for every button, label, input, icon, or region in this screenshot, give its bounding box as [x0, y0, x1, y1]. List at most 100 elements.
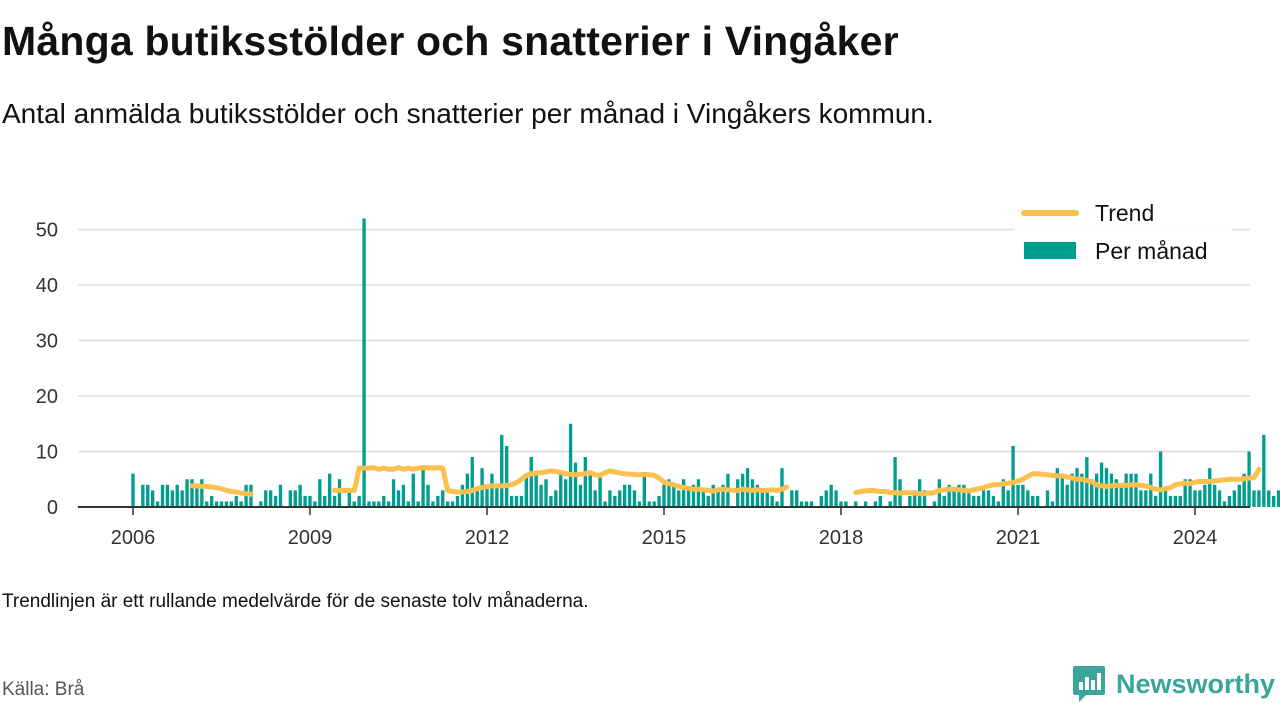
bar	[273, 495, 278, 507]
bar	[1045, 490, 1050, 507]
newsworthy-logo-text: Newsworthy	[1116, 668, 1276, 699]
bar	[1001, 479, 1005, 507]
bar	[913, 490, 917, 507]
bar	[608, 490, 612, 507]
bar	[844, 501, 848, 507]
bar	[716, 490, 720, 507]
bar	[318, 479, 322, 507]
bar	[1271, 495, 1276, 507]
bar	[888, 501, 892, 507]
bar	[662, 484, 666, 507]
bar	[647, 501, 651, 507]
bar	[386, 501, 391, 507]
bar	[391, 479, 396, 507]
bar	[259, 501, 263, 507]
bar	[450, 501, 455, 507]
bar	[681, 479, 686, 507]
bar	[1262, 434, 1266, 507]
bar	[165, 484, 170, 507]
bar	[529, 457, 533, 507]
bar	[627, 484, 632, 507]
bar	[352, 501, 356, 507]
bar	[922, 490, 927, 507]
bar	[544, 479, 548, 507]
bar	[1134, 473, 1138, 507]
bar	[947, 484, 951, 507]
bar	[327, 473, 332, 507]
chart-subtitle: Antal anmälda butiksstölder och snatteri…	[2, 98, 934, 129]
bar	[696, 479, 701, 507]
bar	[563, 479, 568, 507]
bar	[214, 501, 219, 507]
bar	[406, 501, 411, 507]
bar	[760, 490, 765, 507]
bar	[1065, 484, 1069, 507]
bar	[1031, 495, 1035, 507]
bar	[504, 445, 509, 507]
bar	[1242, 473, 1246, 507]
bar	[996, 501, 1001, 507]
bar	[150, 490, 155, 507]
bar	[1212, 484, 1217, 507]
bar	[1129, 473, 1133, 507]
bar	[559, 473, 563, 507]
bar	[981, 490, 986, 507]
bar	[967, 490, 971, 507]
bar	[1158, 451, 1163, 507]
bar	[1163, 490, 1168, 507]
bar	[1232, 490, 1237, 507]
bar	[239, 501, 243, 507]
bar	[750, 479, 755, 507]
bar	[755, 484, 760, 507]
bar	[942, 495, 946, 507]
y-axis: 0 10 20 30 40 50	[36, 220, 58, 520]
bar	[175, 484, 179, 507]
bar	[436, 495, 440, 507]
bar	[672, 484, 676, 507]
bar	[1114, 479, 1119, 507]
bar	[1267, 490, 1271, 507]
bar	[1055, 468, 1060, 507]
bar	[190, 479, 194, 507]
trend-lines	[189, 465, 1262, 497]
bar	[824, 490, 828, 507]
bar	[1193, 490, 1197, 507]
bar	[721, 484, 725, 507]
bar	[799, 501, 804, 507]
bar	[445, 501, 450, 507]
bar	[839, 501, 843, 507]
y-tick-label: 40	[36, 275, 58, 297]
bar	[416, 501, 420, 507]
bar	[1026, 490, 1030, 507]
bar	[652, 501, 656, 507]
legend-bars-swatch	[1024, 242, 1076, 259]
bar	[775, 501, 779, 507]
bar	[1217, 490, 1222, 507]
bar	[770, 495, 774, 507]
bar	[637, 501, 642, 507]
bar	[1090, 479, 1094, 507]
bar	[1075, 468, 1079, 507]
bar	[1035, 495, 1040, 507]
grid-lines	[78, 228, 1250, 453]
bar	[146, 484, 150, 507]
bar	[288, 490, 293, 507]
x-tick-label: 2021	[996, 527, 1041, 549]
bar	[1050, 501, 1055, 507]
bar	[1252, 490, 1256, 507]
bar	[1257, 490, 1261, 507]
bar	[475, 490, 479, 507]
newsworthy-logo-icon	[1073, 666, 1105, 702]
bar	[1060, 473, 1064, 507]
bar	[622, 484, 627, 507]
legend-bars-label: Per månad	[1095, 238, 1208, 264]
bar	[396, 490, 401, 507]
bar	[1124, 473, 1128, 507]
chart-title: Många butiksstölder och snatterier i Vin…	[2, 18, 899, 64]
bar	[677, 490, 681, 507]
legend-background	[1014, 196, 1232, 272]
bar	[976, 495, 981, 507]
bar	[411, 473, 415, 507]
bar	[1109, 473, 1114, 507]
bar	[554, 490, 558, 507]
